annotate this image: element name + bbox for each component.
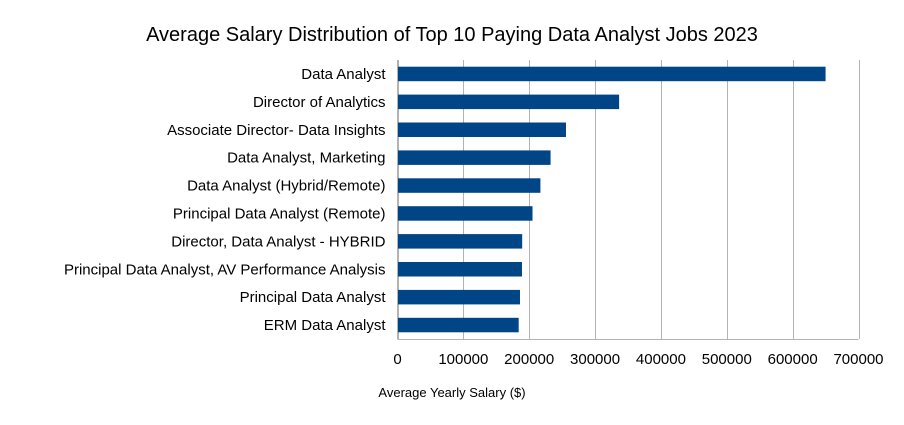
x-tick-label: 0 bbox=[393, 351, 401, 368]
bar bbox=[397, 317, 519, 333]
x-tick-labels: 0 100000 200000 300000 400000 500000 600000 700… bbox=[393, 351, 883, 368]
x-tick-label: 200000 bbox=[504, 351, 554, 368]
category-label: Director, Data Analyst - HYBRID bbox=[171, 233, 385, 250]
chart-title: Average Salary Distribution of Top 10 Pa… bbox=[146, 24, 758, 46]
category-label: Data Analyst bbox=[301, 66, 386, 83]
bar bbox=[397, 289, 520, 305]
category-label: Data Analyst (Hybrid/Remote) bbox=[187, 178, 385, 195]
category-label: Data Analyst, Marketing bbox=[227, 150, 385, 167]
x-tick-label: 300000 bbox=[570, 351, 620, 368]
category-label: Associate Director- Data Insights bbox=[167, 122, 385, 139]
bar bbox=[397, 178, 541, 193]
bars bbox=[397, 66, 826, 333]
bar bbox=[397, 150, 551, 165]
bar bbox=[397, 206, 533, 221]
bar bbox=[397, 262, 522, 277]
x-tick-label: 600000 bbox=[768, 351, 818, 368]
bar bbox=[397, 234, 523, 249]
x-axis-title: Average Yearly Salary ($) bbox=[378, 385, 525, 400]
category-label: ERM Data Analyst bbox=[264, 317, 387, 334]
category-label: Principal Data Analyst, AV Performance A… bbox=[64, 261, 386, 278]
bar bbox=[397, 122, 566, 137]
x-tick-label: 700000 bbox=[833, 351, 883, 368]
bar bbox=[397, 94, 620, 110]
bar bbox=[397, 66, 826, 82]
x-tick-label: 100000 bbox=[438, 351, 488, 368]
x-tick-label: 500000 bbox=[702, 351, 752, 368]
category-label: Principal Data Analyst bbox=[240, 289, 387, 306]
category-label: Director of Analytics bbox=[253, 94, 386, 111]
x-tick-label: 400000 bbox=[636, 351, 686, 368]
category-labels: Data Analyst Director of Analytics Associa… bbox=[64, 66, 386, 334]
category-label: Principal Data Analyst (Remote) bbox=[173, 205, 386, 222]
